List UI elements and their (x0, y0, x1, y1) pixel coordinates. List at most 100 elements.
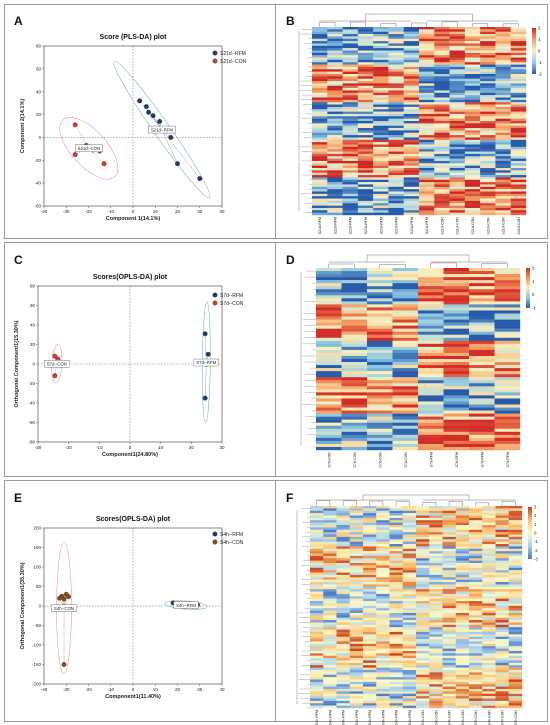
heatmap-cell (508, 650, 523, 654)
heatmap-cell (373, 48, 389, 51)
heatmap-cell (510, 29, 527, 32)
heatmap-cell (388, 135, 404, 138)
heatmap-cell (403, 191, 420, 195)
heatmap-cell (336, 610, 350, 614)
heatmap-cell (442, 582, 456, 585)
heatmap-cell (389, 520, 403, 523)
heatmap-cell (508, 688, 523, 692)
x-tick-label: 30 (197, 687, 203, 692)
heatmap-cell (482, 527, 496, 530)
heatmap-cell (403, 38, 420, 42)
heatmap-cell (482, 520, 496, 523)
heatmap-cell (495, 88, 511, 91)
heatmap-cell (480, 137, 496, 140)
heatmap-cell (402, 534, 417, 538)
heatmap-cell (510, 36, 527, 39)
heatmap-cell (508, 546, 523, 549)
heatmap-cell (403, 43, 420, 46)
heatmap-cell (373, 200, 389, 204)
heatmap-cell (323, 598, 337, 602)
heatmap-cell (316, 283, 342, 287)
heatmap-cell (367, 343, 393, 348)
heatmap-cell (508, 510, 523, 514)
heatmap-cell (341, 434, 368, 439)
heatmap-cell (367, 410, 393, 414)
heatmap-cell (310, 681, 324, 685)
heatmap-cell (419, 135, 435, 138)
heatmap-cell (310, 620, 324, 623)
heatmap-cell (482, 700, 496, 704)
heatmap-cell (469, 307, 495, 311)
heatmap-cell (482, 634, 496, 637)
heatmap-cell (418, 428, 444, 432)
heatmap-cell (357, 132, 374, 136)
heatmap-cell (363, 650, 377, 654)
heatmap-cell (389, 660, 403, 664)
heatmap-cell (482, 686, 496, 690)
heatmap-cell (495, 593, 509, 597)
heatmap-cell (419, 193, 435, 197)
heatmap-cell (389, 544, 403, 547)
heatmap-cell (464, 66, 481, 70)
heatmap-cell (363, 660, 377, 664)
heatmap-cell (316, 352, 342, 357)
heatmap-cell (442, 679, 456, 683)
heatmap-cell (392, 280, 419, 284)
heatmap-cell (469, 636, 483, 640)
heatmap-cell (495, 532, 509, 535)
heatmap-cell (469, 401, 495, 405)
heatmap-cell (312, 95, 328, 98)
column-label: S4h-RFM (408, 710, 412, 725)
heatmap-cell (442, 631, 456, 635)
heatmap-cell (312, 137, 328, 140)
heatmap-cell (323, 532, 337, 535)
heatmap-cell (495, 596, 509, 599)
x-tick-label: -10 (107, 209, 114, 214)
heatmap-cell (469, 280, 495, 284)
heatmap-cell (495, 71, 511, 75)
heatmap-cell (388, 55, 404, 58)
heatmap-cell (312, 170, 328, 173)
heatmap-cell (469, 596, 483, 599)
heatmap-cell (392, 295, 419, 299)
heatmap-cell (443, 380, 470, 384)
heatmap-cell (357, 52, 374, 56)
heatmap-cell (357, 76, 374, 79)
heatmap-cell (469, 662, 483, 666)
heatmap-cell (389, 639, 403, 642)
heatmap-cell (388, 106, 404, 110)
heatmap-cell (443, 334, 470, 338)
heatmap-cell (336, 532, 350, 535)
heatmap-cell (357, 38, 374, 42)
heatmap-cell (341, 274, 368, 278)
heatmap-cell (349, 532, 364, 535)
heatmap-cell (434, 118, 450, 122)
heatmap-cell (449, 76, 466, 79)
heatmap-cell (373, 85, 389, 89)
heatmap-cell (495, 653, 509, 656)
heatmap-cell (416, 686, 430, 690)
heatmap-cell (495, 123, 511, 126)
heatmap-cell (443, 337, 470, 341)
heatmap-cell (363, 515, 377, 519)
heatmap-cell (469, 286, 495, 290)
heatmap-cell (510, 160, 527, 164)
heatmap-cell (363, 686, 377, 690)
heatmap-cell (416, 589, 430, 592)
heatmap-cell (495, 506, 509, 509)
heatmap-cell (510, 43, 527, 46)
heatmap-cell (495, 662, 509, 666)
heatmap-cell (392, 416, 419, 420)
heatmap-cell (480, 160, 496, 164)
heatmap-cell (341, 374, 368, 378)
heatmap-cell (323, 658, 337, 661)
heatmap-cell (434, 158, 450, 162)
heatmap-cell (336, 608, 350, 611)
column-label: S4h-CON (474, 710, 478, 725)
heatmap-cell (349, 544, 364, 547)
heatmap-cell (464, 118, 481, 122)
heatmap-cell (469, 434, 495, 439)
heatmap-cell (469, 669, 483, 673)
heatmap-cell (469, 371, 495, 375)
heatmap-cell (418, 389, 444, 393)
